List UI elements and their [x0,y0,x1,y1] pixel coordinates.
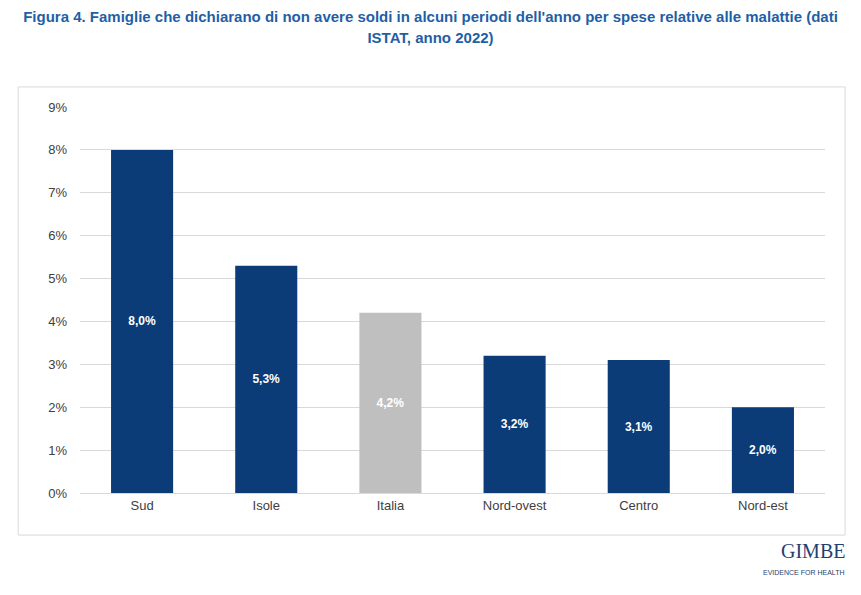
svg-text:Isole: Isole [253,498,280,513]
svg-text:9%: 9% [48,100,67,115]
svg-text:0%: 0% [48,486,67,501]
svg-text:5%: 5% [48,271,67,286]
svg-text:4,2%: 4,2% [377,396,405,410]
svg-text:Sud: Sud [131,498,154,513]
svg-text:Centro: Centro [619,498,658,513]
svg-text:Nord-ovest: Nord-ovest [483,498,547,513]
svg-text:Italia: Italia [377,498,405,513]
svg-text:4%: 4% [48,314,67,329]
svg-text:3%: 3% [48,357,67,372]
svg-text:7%: 7% [48,185,67,200]
svg-text:3,2%: 3,2% [501,417,529,431]
svg-text:5,3%: 5,3% [252,372,280,386]
svg-text:2%: 2% [48,400,67,415]
svg-text:2,0%: 2,0% [749,443,777,457]
svg-text:3,1%: 3,1% [625,420,653,434]
svg-text:6%: 6% [48,228,67,243]
svg-text:8,0%: 8,0% [128,314,156,328]
html-text:Figura 4. Famiglie che dichiar: Figura 4. Famiglie che dichiarano di non… [23,8,838,46]
svg-text:GIMBE: GIMBE [781,540,845,562]
svg-text:1%: 1% [48,443,67,458]
svg-text:8%: 8% [48,142,67,157]
svg-text:EVIDENCE FOR HEALTH: EVIDENCE FOR HEALTH [763,569,845,576]
svg-text:Nord-est: Nord-est [738,498,788,513]
